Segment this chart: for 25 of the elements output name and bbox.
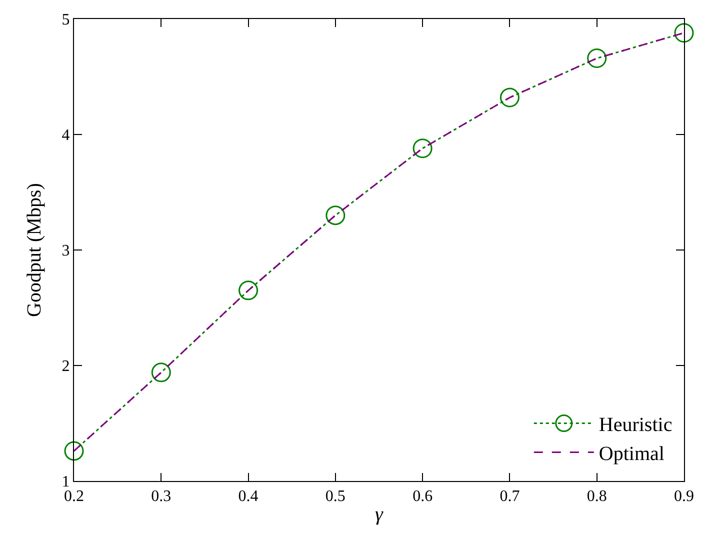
x-tick-label: 0.6 [412, 488, 433, 506]
point [151, 362, 171, 382]
y-tick-label: 1 [62, 474, 70, 491]
x-tick-label: 0.4 [238, 488, 258, 506]
x-tick-label: 0.5 [325, 488, 346, 506]
point [326, 206, 346, 226]
y-tick-label: 5 [62, 12, 70, 29]
legend-label: Optimal [598, 443, 665, 466]
y-tick-label: 2 [62, 358, 70, 376]
x-tick-label: 0.8 [586, 488, 607, 506]
x-tick-label: 0.7 [500, 488, 520, 506]
x-axis-title: γ [375, 504, 384, 526]
point [587, 48, 607, 68]
x-tick-label: 0.2 [64, 488, 84, 506]
legend-label: Heuristic [598, 414, 672, 436]
point [674, 23, 694, 43]
point [412, 138, 432, 158]
y-tick-label: 4 [62, 127, 70, 144]
y-axis-title: Goodput (Mbps) [23, 183, 46, 317]
x-tick-label: 0.9 [674, 488, 694, 506]
point [64, 441, 84, 461]
x-tick-label: 0.3 [151, 488, 172, 506]
point [238, 280, 258, 300]
point [500, 88, 520, 108]
y-tick-label: 3 [62, 242, 70, 260]
